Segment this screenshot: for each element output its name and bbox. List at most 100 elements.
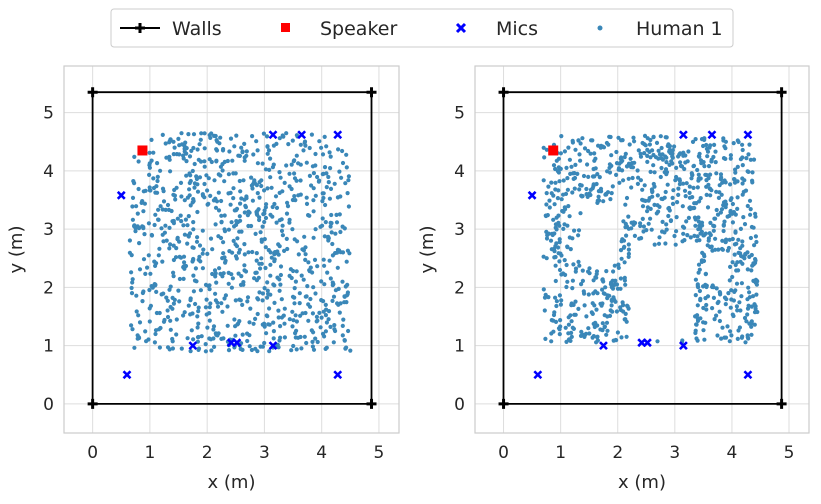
human-1-point <box>267 306 272 311</box>
mic-marker <box>333 130 343 140</box>
human-1-point <box>329 221 334 226</box>
human-1-point <box>542 308 547 313</box>
human-1-point <box>678 160 683 165</box>
human-1-point <box>346 174 351 179</box>
human-1-point <box>659 156 664 161</box>
human-1-point <box>693 293 698 298</box>
human-1-point <box>225 323 230 328</box>
human-1-point <box>730 274 735 280</box>
human-1-point <box>202 146 207 151</box>
human-1-point <box>698 226 703 231</box>
human-1-point <box>226 281 231 286</box>
human-1-point <box>185 195 190 200</box>
human-1-point <box>546 184 551 189</box>
plot-frame <box>474 65 810 434</box>
human-1-point <box>692 215 698 220</box>
plot-frame <box>63 65 400 434</box>
human-1-point <box>553 187 558 192</box>
human-1-point <box>607 162 613 167</box>
human-1-point <box>346 204 351 209</box>
human-1-point <box>738 259 743 264</box>
human-1-point <box>197 243 203 248</box>
human-1-point <box>204 297 209 302</box>
human-1-point <box>317 139 322 144</box>
human-1-point <box>622 155 627 160</box>
human-1-point <box>618 286 623 291</box>
human-1-point <box>319 145 324 150</box>
human-1-point <box>736 237 741 242</box>
human-1-point <box>171 139 176 144</box>
human-1-point <box>219 198 224 204</box>
human-1-point <box>173 255 179 260</box>
human-1-point <box>225 304 230 309</box>
human-1-point <box>298 178 303 183</box>
human-1-point <box>230 250 235 255</box>
y-tick-label: 0 <box>454 395 465 415</box>
human-1-point <box>230 158 235 163</box>
human-1-point <box>733 170 738 175</box>
human-1-point <box>695 316 700 321</box>
human-1-point <box>200 266 205 271</box>
human-1-point <box>614 161 620 166</box>
mic-marker <box>743 370 753 380</box>
human-1-point <box>196 309 201 314</box>
mic-markers <box>527 130 753 380</box>
human-1-point <box>284 131 289 136</box>
human-1-point <box>642 183 647 188</box>
human-1-point <box>747 321 752 326</box>
human-1-point <box>189 148 194 153</box>
human-1-point <box>127 238 132 243</box>
human-1-point <box>740 142 745 147</box>
human-1-point <box>168 318 173 323</box>
human-1-point <box>191 245 196 250</box>
human-1-point <box>322 263 327 268</box>
human-1-point <box>137 320 143 325</box>
human-1-point <box>542 155 547 160</box>
human-1-point <box>573 299 578 304</box>
human-1-point <box>243 269 249 274</box>
legend-speaker-marker <box>281 23 290 32</box>
human-1-point <box>646 198 651 203</box>
human-1-point <box>265 288 270 293</box>
human-1-point <box>604 320 610 325</box>
human-1-point <box>670 148 675 153</box>
human-1-point <box>132 154 137 159</box>
y-axis-label: y (m) <box>417 226 438 274</box>
human-1-point <box>205 325 210 330</box>
human-1-point <box>246 250 251 255</box>
human-1-point <box>321 171 326 176</box>
human-1-point <box>302 139 308 144</box>
human-1-point <box>605 328 610 333</box>
human-1-point <box>278 282 283 287</box>
human-1-point <box>754 292 759 297</box>
human-1-point <box>263 265 268 271</box>
human-1-point <box>324 185 329 190</box>
human-1-point <box>578 333 584 338</box>
human-1-point <box>657 235 662 240</box>
human-1-point <box>322 165 328 170</box>
human-1-point <box>676 186 681 191</box>
human-1-point <box>344 152 349 157</box>
human-1-point <box>750 180 755 185</box>
human-1-point <box>696 215 701 220</box>
human-1-point <box>640 216 645 221</box>
human-1-point <box>714 189 719 194</box>
human-1-point <box>326 234 331 239</box>
human-1-point <box>629 165 634 170</box>
human-1-point <box>321 299 326 304</box>
human-1-point <box>582 303 587 308</box>
human-1-point <box>160 132 165 137</box>
human-1-point <box>290 227 295 232</box>
human-1-point <box>735 336 740 341</box>
human-1-point <box>632 139 637 144</box>
human-1-point <box>173 197 178 202</box>
human-1-point <box>740 239 745 244</box>
human-1-point <box>219 301 224 306</box>
human-1-point <box>626 254 631 259</box>
human-1-point <box>589 138 594 143</box>
human-1-point <box>308 265 313 270</box>
human-1-point <box>246 223 251 229</box>
human-1-point <box>161 199 167 204</box>
human-1-point <box>753 304 758 309</box>
human-1-point <box>228 202 233 207</box>
